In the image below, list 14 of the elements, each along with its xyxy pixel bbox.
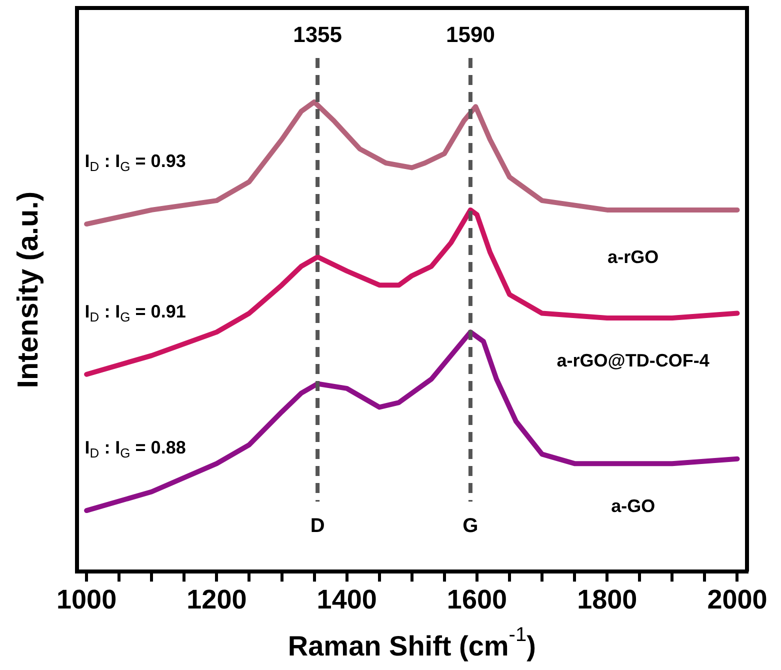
- annotation: D: [310, 515, 325, 538]
- annotation: G: [462, 515, 478, 538]
- x-tick-label: 1400: [316, 584, 377, 614]
- ref-line-label: 1590: [446, 22, 495, 48]
- series-label: a-GO: [611, 496, 656, 516]
- x-tick-label: 1800: [577, 584, 638, 614]
- x-tick-label: 1600: [446, 584, 508, 614]
- x-tick-label: 1200: [186, 584, 247, 614]
- text: a-rGO: [608, 246, 659, 267]
- y-axis-title: Intensity (a.u.): [12, 192, 44, 388]
- ref-line-label: 1355: [293, 22, 342, 48]
- x-tick-label: 1000: [56, 584, 117, 614]
- x-tick-label: 2000: [707, 584, 768, 614]
- series-label: a-rGO@TD-COF-4: [556, 350, 710, 370]
